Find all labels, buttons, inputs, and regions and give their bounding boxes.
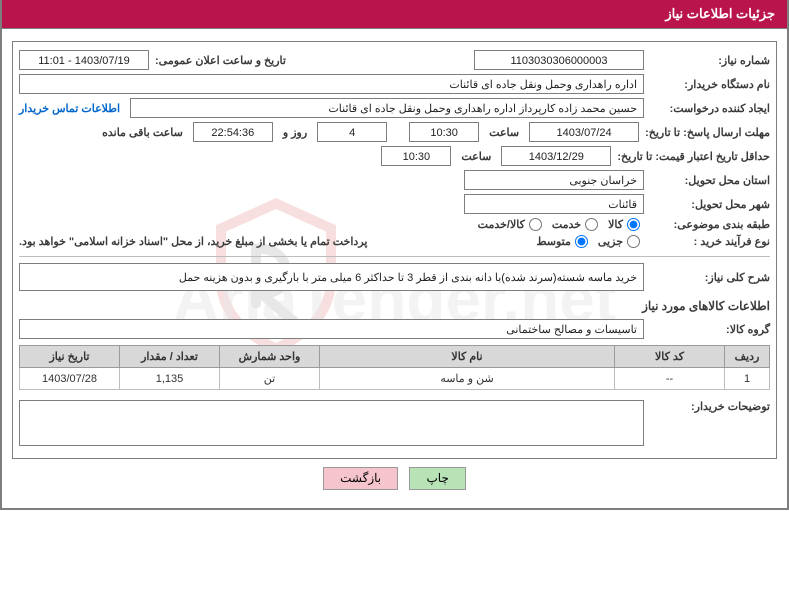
valid-label: حداقل تاریخ اعتبار قیمت: تا تاریخ:	[617, 150, 770, 163]
time-word-1: ساعت	[489, 126, 519, 139]
td-idx: 1	[725, 368, 770, 390]
payment-note: پرداخت تمام یا بخشی از مبلغ خرید، از محل…	[19, 235, 526, 248]
proc-radio-minor[interactable]: جزیی	[598, 235, 640, 248]
buyer-notes-label: توضیحات خریدار:	[650, 400, 770, 413]
cat-radio-service-input[interactable]	[585, 218, 598, 231]
cat-radio-both-input[interactable]	[529, 218, 542, 231]
days-word: روز و	[283, 126, 307, 139]
time-word-2: ساعت	[461, 150, 491, 163]
proc-radio-minor-input[interactable]	[627, 235, 640, 248]
th-date: تاریخ نیاز	[20, 346, 120, 368]
remaining-time-field: 22:54:36	[193, 122, 273, 142]
button-bar: چاپ بازگشت	[12, 459, 777, 490]
cat-opt3-text: کالا/خدمت	[478, 218, 525, 231]
page-title: جزئیات اطلاعات نیاز	[665, 6, 775, 21]
page-header: جزئیات اطلاعات نیاز	[2, 0, 787, 29]
cat-radio-service[interactable]: خدمت	[552, 218, 598, 231]
resp-date-field: 1403/07/24	[529, 122, 639, 142]
cat-radio-both[interactable]: کالا/خدمت	[478, 218, 542, 231]
resp-deadline-label: مهلت ارسال پاسخ: تا تاریخ:	[645, 126, 770, 139]
desc-field: خرید ماسه شسته(سرند شده)با دانه بندی از …	[19, 263, 644, 291]
proc-radio-medium[interactable]: متوسط	[536, 235, 588, 248]
cat-opt2-text: خدمت	[552, 218, 581, 231]
proc-radio-medium-input[interactable]	[575, 235, 588, 248]
group-field: تاسیسات و مصالح ساختمانی	[19, 319, 644, 339]
announce-field: 1403/07/19 - 11:01	[19, 50, 149, 70]
province-label: استان محل تحویل:	[650, 174, 770, 187]
th-unit: واحد شمارش	[220, 346, 320, 368]
remaining-label: ساعت باقی مانده	[102, 126, 183, 139]
td-code: --	[615, 368, 725, 390]
td-name: شن و ماسه	[320, 368, 615, 390]
announce-label: تاریخ و ساعت اعلان عمومی:	[155, 54, 286, 67]
print-button[interactable]: چاپ	[409, 467, 465, 490]
need-no-label: شماره نیاز:	[650, 54, 770, 67]
buyer-org-label: نام دستگاه خریدار:	[650, 78, 770, 91]
city-label: شهر محل تحویل:	[650, 198, 770, 211]
table-header-row: ردیف کد کالا نام کالا واحد شمارش تعداد /…	[20, 346, 770, 368]
buyer-contact-link[interactable]: اطلاعات تماس خریدار	[19, 102, 120, 115]
back-button[interactable]: بازگشت	[323, 467, 398, 490]
td-unit: تن	[220, 368, 320, 390]
days-field: 4	[317, 122, 387, 142]
need-no-field: 1103030306000003	[474, 50, 644, 70]
category-label: طبقه بندی موضوعی:	[650, 218, 770, 231]
content: شماره نیاز: 1103030306000003 تاریخ و ساع…	[2, 29, 787, 498]
proc-opt2-text: متوسط	[536, 235, 571, 248]
buyer-org-field: اداره راهداری وحمل ونقل جاده ای قائنات	[19, 74, 644, 94]
th-name: نام کالا	[320, 346, 615, 368]
group-label: گروه کالا:	[650, 323, 770, 336]
table-row: 1 -- شن و ماسه تن 1,135 1403/07/28	[20, 368, 770, 390]
province-field: خراسان جنوبی	[464, 170, 644, 190]
process-label: نوع فرآیند خرید :	[650, 235, 770, 248]
city-field: قائنات	[464, 194, 644, 214]
goods-info-title: اطلاعات کالاهای مورد نیاز	[19, 299, 770, 313]
valid-date-field: 1403/12/29	[501, 146, 611, 166]
td-qty: 1,135	[120, 368, 220, 390]
buyer-notes-textarea[interactable]	[19, 400, 644, 446]
th-code: کد کالا	[615, 346, 725, 368]
td-date: 1403/07/28	[20, 368, 120, 390]
proc-opt1-text: جزیی	[598, 235, 623, 248]
valid-time-field: 10:30	[381, 146, 451, 166]
goods-table: ردیف کد کالا نام کالا واحد شمارش تعداد /…	[19, 345, 770, 390]
requester-field: حسین محمد زاده کارپرداز اداره راهداری وح…	[130, 98, 644, 118]
resp-time-field: 10:30	[409, 122, 479, 142]
cat-radio-goods[interactable]: کالا	[608, 218, 640, 231]
form-box: شماره نیاز: 1103030306000003 تاریخ و ساع…	[12, 41, 777, 459]
cat-radio-goods-input[interactable]	[627, 218, 640, 231]
requester-label: ایجاد کننده درخواست:	[650, 102, 770, 115]
cat-opt1-text: کالا	[608, 218, 623, 231]
th-row: ردیف	[725, 346, 770, 368]
th-qty: تعداد / مقدار	[120, 346, 220, 368]
desc-label: شرح کلی نیاز:	[650, 271, 770, 284]
